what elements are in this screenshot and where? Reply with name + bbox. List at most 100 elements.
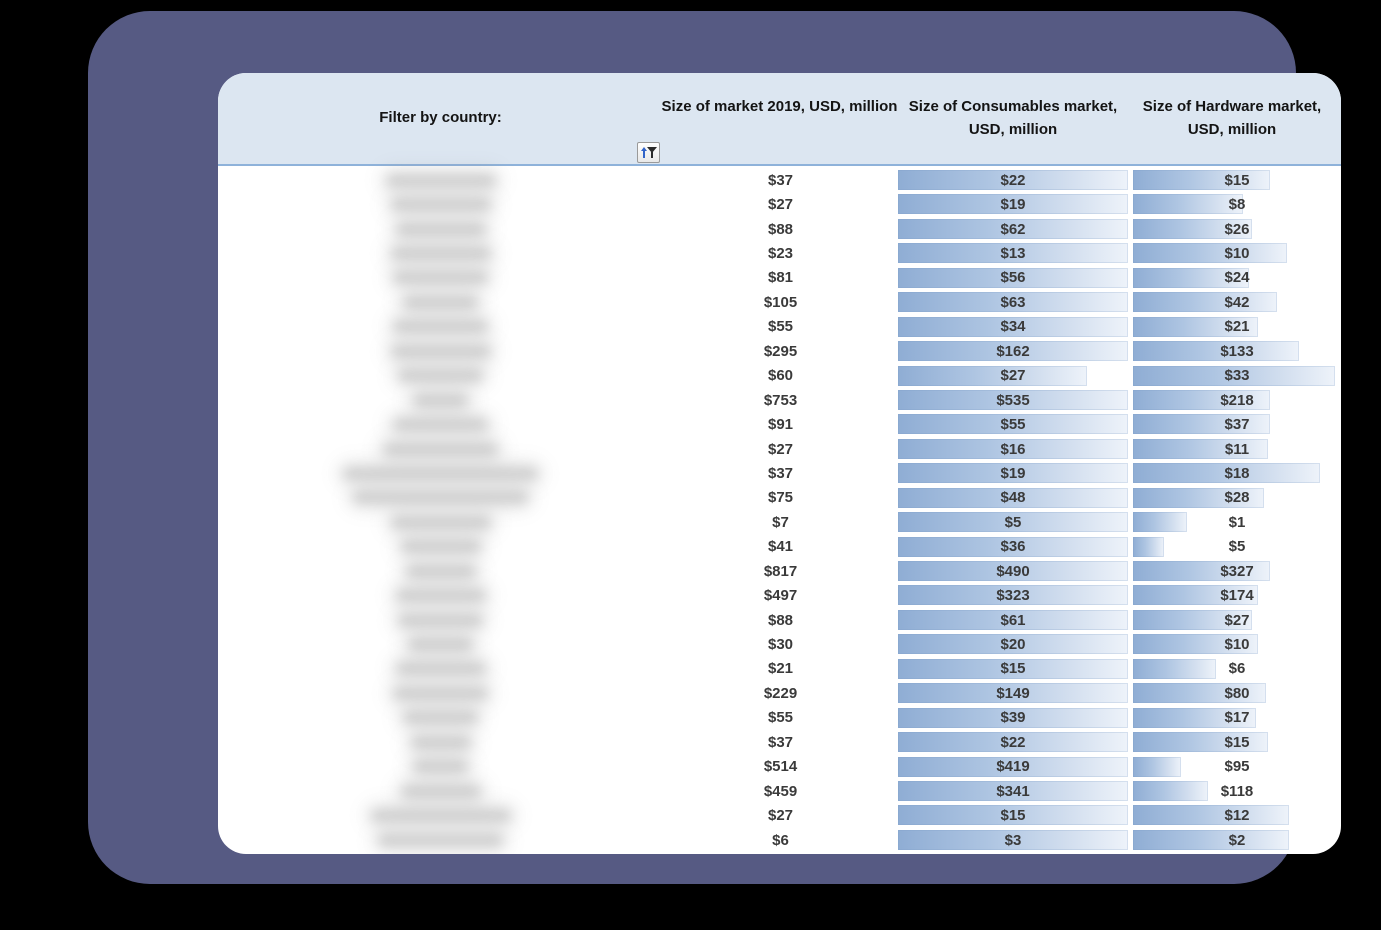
hardware-databar bbox=[1133, 512, 1188, 533]
consumables-cell: $149 bbox=[898, 681, 1128, 705]
consumables-cell: $419 bbox=[898, 755, 1128, 779]
total-market-value: $37 bbox=[767, 733, 794, 751]
table-row: $75 $48 $28 bbox=[218, 486, 1341, 510]
total-market-value: $55 bbox=[767, 709, 794, 727]
total-market-value: $81 bbox=[767, 269, 794, 287]
total-market-cell: $229 bbox=[663, 681, 898, 705]
table-row: $497 $323 $174 bbox=[218, 583, 1341, 607]
hardware-databar bbox=[1133, 389, 1271, 410]
hardware-cell: $10 bbox=[1133, 241, 1341, 265]
hardware-value: $26 bbox=[1224, 220, 1250, 238]
hardware-value: $218 bbox=[1220, 391, 1254, 409]
country-cell-redacted bbox=[218, 681, 663, 705]
total-market-cell: $75 bbox=[663, 486, 898, 510]
consumables-databar bbox=[898, 561, 1128, 581]
table-row: $229 $149 $80 bbox=[218, 681, 1341, 705]
table-row: $817 $490 $327 bbox=[218, 559, 1341, 583]
total-market-cell: $27 bbox=[663, 803, 898, 827]
country-cell-redacted bbox=[218, 779, 663, 803]
consumables-cell: $55 bbox=[898, 412, 1128, 436]
consumables-value: $56 bbox=[1000, 269, 1026, 287]
consumables-databar bbox=[898, 267, 1128, 288]
consumables-value: $3 bbox=[1004, 831, 1022, 849]
hardware-cell: $95 bbox=[1133, 755, 1341, 779]
table-header: Filter by country: Size of market 2019, … bbox=[218, 73, 1341, 166]
total-market-value: $21 bbox=[767, 660, 794, 678]
hardware-cell: $118 bbox=[1133, 779, 1341, 803]
country-cell-redacted bbox=[218, 315, 663, 339]
total-market-cell: $7 bbox=[663, 510, 898, 534]
country-cell-redacted bbox=[218, 339, 663, 363]
total-market-value: $753 bbox=[763, 391, 798, 409]
hardware-cell: $27 bbox=[1133, 608, 1341, 632]
blurred-country-name bbox=[393, 418, 488, 432]
hardware-databar bbox=[1133, 805, 1289, 826]
hardware-databar bbox=[1133, 267, 1250, 288]
hardware-value: $10 bbox=[1224, 636, 1250, 654]
country-cell-redacted bbox=[218, 437, 663, 461]
consumables-databar bbox=[898, 609, 1128, 630]
consumables-cell: $19 bbox=[898, 461, 1128, 485]
blurred-country-name bbox=[395, 662, 486, 676]
country-cell-redacted bbox=[218, 364, 663, 388]
consumables-value: $39 bbox=[1000, 709, 1026, 727]
total-market-cell: $30 bbox=[663, 632, 898, 656]
hardware-value: $15 bbox=[1224, 171, 1250, 189]
blurred-country-name bbox=[400, 540, 481, 554]
hardware-databar bbox=[1133, 609, 1252, 630]
consumables-value: $36 bbox=[1000, 538, 1026, 556]
report-content: Filter by country: Size of market 2019, … bbox=[218, 73, 1341, 854]
consumables-value: $20 bbox=[1000, 636, 1026, 654]
hardware-cell: $6 bbox=[1133, 657, 1341, 681]
consumables-databar bbox=[898, 438, 1128, 459]
hardware-cell: $37 bbox=[1133, 412, 1341, 436]
hardware-cell: $11 bbox=[1133, 437, 1341, 461]
hardware-databar bbox=[1133, 780, 1208, 801]
blurred-country-name bbox=[395, 589, 486, 603]
total-market-cell: $497 bbox=[663, 583, 898, 607]
hardware-value: $95 bbox=[1224, 758, 1250, 776]
hardware-cell: $174 bbox=[1133, 583, 1341, 607]
consumables-databar bbox=[898, 316, 1128, 337]
consumables-databar bbox=[898, 414, 1128, 435]
table-row: $91 $55 $37 bbox=[218, 412, 1341, 436]
hardware-value: $10 bbox=[1224, 245, 1250, 263]
hardware-cell: $218 bbox=[1133, 388, 1341, 412]
country-cell-redacted bbox=[218, 535, 663, 559]
blurred-country-name bbox=[413, 393, 468, 407]
consumables-cell: $5 bbox=[898, 510, 1128, 534]
hardware-cell: $24 bbox=[1133, 266, 1341, 290]
country-cell-redacted bbox=[218, 192, 663, 216]
hardware-databar bbox=[1133, 414, 1271, 435]
country-cell-redacted bbox=[218, 486, 663, 510]
hardware-cell: $42 bbox=[1133, 290, 1341, 314]
total-market-value: $88 bbox=[767, 611, 794, 629]
total-market-cell: $41 bbox=[663, 535, 898, 559]
table-row: $37 $19 $18 bbox=[218, 461, 1341, 485]
consumables-cell: $62 bbox=[898, 217, 1128, 241]
total-market-value: $60 bbox=[767, 367, 794, 385]
hardware-databar bbox=[1133, 292, 1277, 313]
consumables-databar bbox=[898, 218, 1128, 239]
table-row: $27 $19 $8 bbox=[218, 192, 1341, 216]
consumables-value: $34 bbox=[1000, 318, 1026, 336]
table-row: $88 $62 $26 bbox=[218, 217, 1341, 241]
hardware-value: $327 bbox=[1220, 562, 1254, 580]
total-market-value: $27 bbox=[767, 196, 794, 214]
column-header-hardware: Size of Hardware market, USD, million bbox=[1142, 98, 1322, 138]
blurred-country-name bbox=[393, 686, 488, 700]
country-cell-redacted bbox=[218, 583, 663, 607]
hardware-value: $6 bbox=[1228, 660, 1246, 678]
consumables-value: $61 bbox=[1000, 611, 1026, 629]
total-market-cell: $60 bbox=[663, 364, 898, 388]
blurred-country-name bbox=[393, 271, 488, 285]
hardware-cell: $2 bbox=[1133, 828, 1341, 852]
table-row: $55 $34 $21 bbox=[218, 315, 1341, 339]
hardware-databar bbox=[1133, 707, 1256, 728]
hardware-cell: $8 bbox=[1133, 192, 1341, 216]
consumables-value: $419 bbox=[996, 758, 1030, 776]
hardware-cell: $15 bbox=[1133, 730, 1341, 754]
consumables-cell: $323 bbox=[898, 583, 1128, 607]
total-market-value: $30 bbox=[767, 636, 794, 654]
filter-sort-button[interactable] bbox=[637, 142, 660, 163]
